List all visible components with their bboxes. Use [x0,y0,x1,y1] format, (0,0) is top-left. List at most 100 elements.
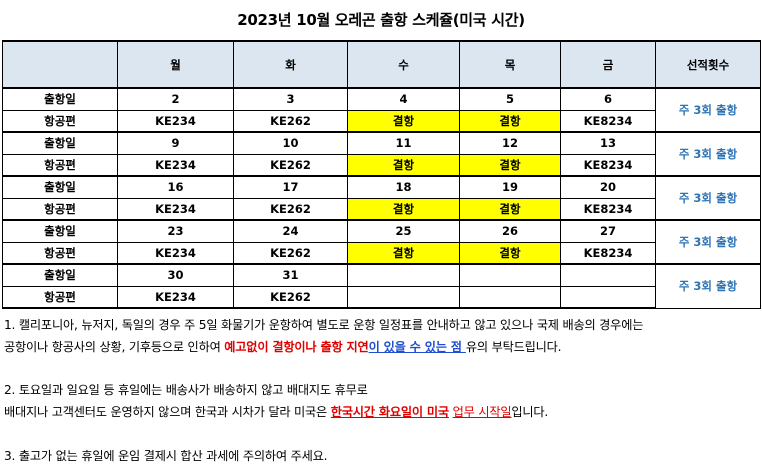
shipment-count: 주 3회 출항 [655,263,761,309]
date-cell: 13 [560,131,656,155]
date-cell: 31 [233,263,348,287]
date-cell: 12 [459,131,561,155]
row-label-date: 출항일 [2,219,118,243]
date-cell: 5 [459,87,561,111]
note-1: 1. 캘리포니아, 뉴저지, 독일의 경우 주 5일 화물기가 운항하여 별도로… [4,314,760,358]
cancelled-cell: 결항 [347,109,460,133]
cancelled-cell: 결항 [459,109,561,133]
flight-cell: KE262 [233,285,348,309]
table-row: 항공편 KE234 KE262 결항 결항 KE8234 [2,241,761,265]
date-cell: 16 [117,175,234,199]
date-cell: 24 [233,219,348,243]
table-row: 출항일 23 24 25 26 27 주 3회 출항 [2,219,761,265]
date-cell: 4 [347,87,460,111]
header-corner [2,40,118,89]
flight-cell: KE8234 [560,153,656,177]
table-row: 항공편 KE234 KE262 결항 결항 KE8234 [2,109,761,133]
row-label-date: 출항일 [2,175,118,199]
cancelled-cell: 결항 [459,153,561,177]
row-label-flight: 항공편 [2,153,118,177]
date-cell: 18 [347,175,460,199]
date-cell [347,263,460,287]
cancelled-cell: 결항 [459,197,561,221]
note-2: 2. 토요일과 일요일 등 휴일에는 배송사가 배송하지 않고 배대지도 휴무로… [4,379,760,423]
row-label-flight: 항공편 [2,285,118,309]
flight-cell: KE8234 [560,241,656,265]
date-cell: 23 [117,219,234,243]
note-1-warning: 예고없이 결항이나 출항 지연 [224,340,369,354]
flight-cell [347,285,460,309]
table-row: 출항일 30 31 주 3회 출항 [2,263,761,309]
shipment-count: 주 3회 출항 [655,87,761,133]
row-label-flight: 항공편 [2,109,118,133]
note-1-line-1: 1. 캘리포니아, 뉴저지, 독일의 경우 주 5일 화물기가 운항하여 별도로… [4,318,644,332]
table-row: 출항일 9 10 11 12 13 주 3회 출항 [2,131,761,177]
note-1-text: 공항이나 항공사의 상황, 기후등으로 인하여 [4,340,225,354]
date-cell: 3 [233,87,348,111]
row-label-flight: 항공편 [2,197,118,221]
note-2-warning: 한국시간 화요일이 미국 [330,405,449,419]
table-row: 항공편 KE234 KE262 [2,285,761,309]
flight-cell: KE262 [233,153,348,177]
table-row: 출항일 16 17 18 19 20 주 3회 출항 [2,175,761,221]
row-label-flight: 항공편 [2,241,118,265]
note-1-emphasis: 이 있을 수 있는 점 [368,340,466,354]
cancelled-cell: 결항 [347,241,460,265]
note-2-text: 배대지나 고객센터도 운영하지 않으며 한국과 시차가 달라 미국은 [4,405,331,419]
flight-cell: KE234 [117,197,234,221]
date-cell: 19 [459,175,561,199]
flight-cell: KE8234 [560,109,656,133]
date-cell [459,263,561,287]
date-cell: 17 [233,175,348,199]
date-cell: 6 [560,87,656,111]
date-cell [560,263,656,287]
date-cell: 2 [117,87,234,111]
header-mon: 월 [117,40,234,89]
date-cell: 26 [459,219,561,243]
flight-cell: KE234 [117,241,234,265]
table-header-row: 월 화 수 목 금 선적횟수 [2,40,761,89]
note-2-line-1: 2. 토요일과 일요일 등 휴일에는 배송사가 배송하지 않고 배대지도 휴무로 [4,383,368,397]
cancelled-cell: 결항 [459,241,561,265]
date-cell: 11 [347,131,460,155]
shipment-count: 주 3회 출항 [655,219,761,265]
table-row: 항공편 KE234 KE262 결항 결항 KE8234 [2,153,761,177]
note-2-line-2: 배대지나 고객센터도 운영하지 않으며 한국과 시차가 달라 미국은 한국시간 … [4,401,760,423]
note-1-tail: 유의 부탁드립니다. [465,340,562,354]
date-cell: 9 [117,131,234,155]
date-cell: 25 [347,219,460,243]
flight-cell: KE262 [233,197,348,221]
row-label-date: 출항일 [2,87,118,111]
date-cell: 30 [117,263,234,287]
note-3: 3. 출고가 없는 휴일에 운임 결제시 합산 과세에 주의하여 주세요. [4,449,328,463]
header-wed: 수 [347,40,460,89]
row-label-date: 출항일 [2,263,118,287]
table-row: 항공편 KE234 KE262 결항 결항 KE8234 [2,197,761,221]
date-cell: 10 [233,131,348,155]
flight-cell [560,285,656,309]
flight-cell: KE8234 [560,197,656,221]
flight-cell: KE262 [233,241,348,265]
flight-cell [459,285,561,309]
table-row: 출항일 2 3 4 5 6 주 3회 출항 [2,87,761,133]
flight-cell: KE262 [233,109,348,133]
header-tue: 화 [233,40,348,89]
row-label-date: 출항일 [2,131,118,155]
header-fri: 금 [560,40,656,89]
schedule-table: 월 화 수 목 금 선적횟수 출항일 2 3 4 5 6 주 3회 출항 항공편 KE234 KE… [2,40,761,309]
flight-cell: KE234 [117,109,234,133]
header-count: 선적횟수 [655,40,761,89]
cancelled-cell: 결항 [347,197,460,221]
shipment-count: 주 3회 출항 [655,131,761,177]
note-1-line-2: 공항이나 항공사의 상황, 기후등으로 인하여 예고없이 결항이나 출항 지연이… [4,336,760,358]
flight-cell: KE234 [117,285,234,309]
cancelled-cell: 결항 [347,153,460,177]
note-2-tail: 입니다. [511,405,549,419]
shipment-count: 주 3회 출항 [655,175,761,221]
header-thu: 목 [459,40,561,89]
page-title: 2023년 10월 오레곤 출항 스케쥴(미국 시간) [237,11,525,29]
date-cell: 20 [560,175,656,199]
flight-cell: KE234 [117,153,234,177]
note-2-start-day: 업무 시작일 [452,405,512,419]
date-cell: 27 [560,219,656,243]
